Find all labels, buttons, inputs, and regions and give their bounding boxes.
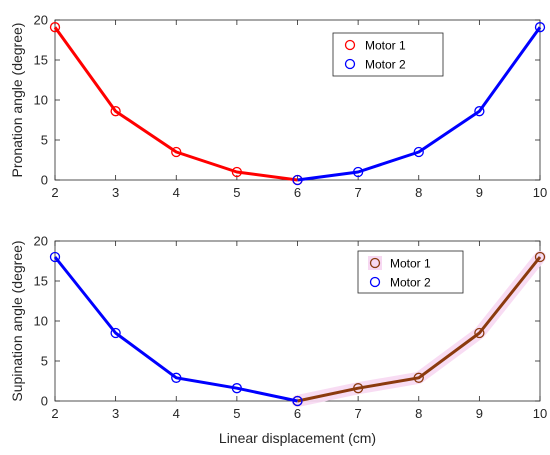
x-tick-label: 5	[233, 406, 240, 421]
plot-area-border	[54, 240, 541, 402]
panel-2: 2 3 4 5 6 7 8 9 10 0 5 10 15 20 Supination angle (degr…	[9, 234, 547, 447]
y-tick-label: 0	[41, 394, 48, 409]
x-tick-label: 7	[355, 406, 362, 421]
data-point	[352, 383, 364, 394]
data-point	[292, 174, 303, 186]
legend-label: Motor 1	[365, 39, 406, 53]
x-axis-label: Linear displacement (cm)	[219, 430, 376, 446]
data-point	[49, 22, 61, 33]
legend-label: Motor 2	[365, 58, 406, 72]
legend-marker	[344, 58, 356, 70]
series-line	[53, 26, 298, 182]
series-line	[297, 26, 542, 182]
y-tick-label: 10	[34, 93, 48, 108]
legend-marker	[344, 39, 356, 51]
legend-marker	[369, 276, 381, 288]
x-tick-label: 8	[415, 406, 422, 421]
x-tick-label: 4	[173, 185, 180, 200]
legend-marker	[369, 257, 381, 269]
series-line	[53, 256, 298, 403]
data-point	[231, 166, 243, 178]
data-point	[413, 146, 424, 158]
series-motor-2	[292, 22, 546, 186]
data-point	[171, 146, 182, 158]
data-point	[534, 251, 546, 263]
y-tick-label: 20	[34, 13, 48, 28]
x-tick-label: 2	[51, 185, 58, 200]
legend: Motor 1 Motor 2	[332, 32, 444, 77]
x-tick-label: 9	[476, 185, 483, 200]
y-tick-label: 15	[34, 274, 48, 289]
x-tick-label: 10	[533, 406, 547, 421]
x-tick-label: 7	[355, 185, 362, 200]
legend: Motor 1 Motor 2	[357, 250, 464, 294]
y-tick-label: 20	[34, 234, 48, 249]
y-tick-label: 10	[34, 314, 48, 329]
data-point	[231, 383, 243, 394]
data-point	[292, 395, 303, 407]
x-tick-label: 3	[112, 185, 119, 200]
x-tick-label: 6	[294, 185, 301, 200]
y-tick-label: 5	[41, 354, 48, 369]
data-point	[171, 372, 182, 383]
x-tick-label: 4	[173, 406, 180, 421]
data-point	[110, 327, 121, 339]
legend-label: Motor 1	[390, 257, 431, 271]
plot-area-border	[54, 19, 541, 181]
data-point	[413, 372, 424, 383]
series-motor-2	[49, 251, 303, 407]
series-motor-1	[49, 22, 303, 186]
panel-1: 2 3 4 5 6 7 8 9 10 0 5 10 15 20 Pronation angle (degre…	[9, 13, 547, 201]
series-line	[297, 256, 542, 403]
y-axis-label: Supination angle (degree)	[9, 240, 25, 401]
data-point	[49, 251, 61, 263]
x-tick-label: 9	[476, 406, 483, 421]
y-tick-label: 0	[41, 173, 48, 188]
data-point	[474, 327, 485, 339]
x-tick-label: 10	[533, 185, 547, 200]
legend-label: Motor 2	[390, 276, 431, 290]
y-axis-label: Pronation angle (degree)	[9, 23, 25, 178]
series-motor-1	[291, 251, 546, 407]
y-tick-label: 15	[34, 53, 48, 68]
data-point	[534, 22, 546, 33]
data-point	[110, 106, 121, 117]
x-tick-label: 3	[112, 406, 119, 421]
data-point	[352, 166, 364, 178]
x-tick-label: 8	[415, 185, 422, 200]
x-tick-label: 5	[233, 185, 240, 200]
y-tick-label: 5	[41, 133, 48, 148]
x-tick-label: 2	[51, 406, 58, 421]
x-tick-label: 6	[294, 406, 301, 421]
data-point	[474, 106, 485, 117]
